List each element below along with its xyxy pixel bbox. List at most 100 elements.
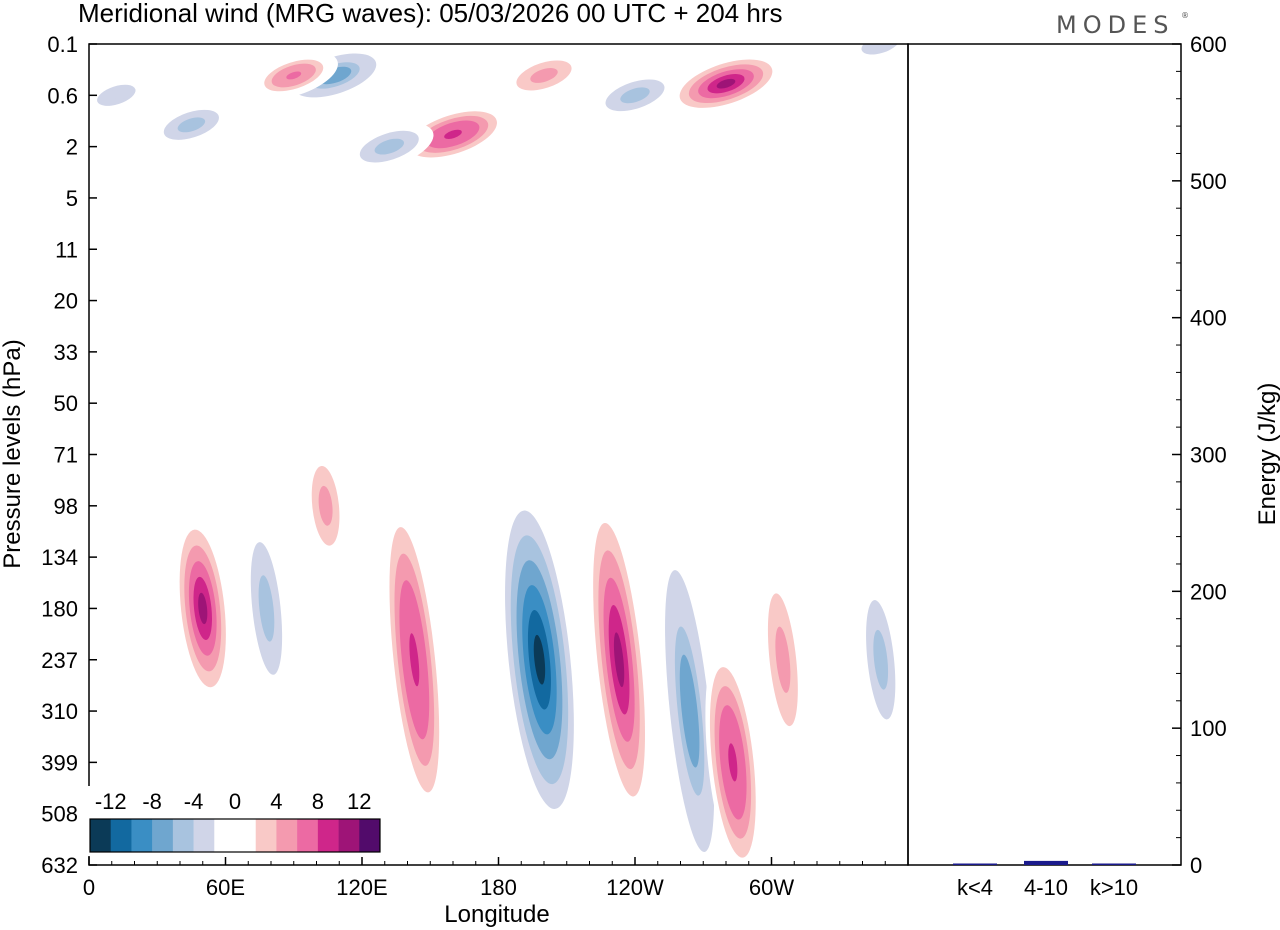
y-tick-label: 5	[66, 186, 78, 211]
contour-band	[877, 644, 885, 675]
contour-cell	[502, 53, 586, 98]
energy-tick-label: 500	[1190, 169, 1227, 194]
contour-band	[779, 643, 787, 677]
colorbar-swatch	[359, 819, 381, 852]
energy-category-label: k<4	[957, 875, 993, 900]
contour-band	[728, 743, 738, 782]
y-tick-label: 399	[41, 750, 78, 775]
x-tick-label: 120W	[606, 875, 664, 900]
y-tick-label: 71	[54, 443, 78, 468]
colorbar-swatch	[297, 819, 319, 852]
contour-cell	[670, 54, 782, 113]
energy-category-label: k>10	[1090, 875, 1138, 900]
contour-cell	[249, 51, 338, 100]
y-tick-label: 2	[66, 135, 78, 160]
colorbar-label: 0	[229, 789, 241, 814]
energy-frame	[907, 43, 1182, 866]
contour-band	[867, 44, 894, 52]
x-tick-label: 60E	[206, 875, 245, 900]
contour-band	[286, 71, 302, 80]
contour-band	[444, 129, 462, 139]
energy-bar	[1092, 863, 1136, 865]
x-axis: 0 60E 120E 180 120W 60W	[83, 857, 886, 900]
energy-axis: 0 100 200 300 400 500 600	[1172, 32, 1227, 878]
colorbar-swatch	[235, 819, 257, 852]
x-tick-label: 60W	[749, 875, 794, 900]
colorbar-swatch	[172, 819, 194, 852]
colorbar-swatch	[276, 819, 298, 852]
contour-cell	[400, 106, 506, 163]
colorbar-swatch	[255, 819, 277, 852]
contour-cell	[242, 508, 290, 708]
contour-cell	[590, 71, 680, 120]
colorbar: -12 -8 -4 0 4 8 12	[86, 786, 384, 856]
contour-cell	[345, 122, 434, 171]
contour-cell	[842, 44, 908, 66]
colorbar-swatch	[317, 819, 339, 852]
contour-band	[716, 78, 736, 89]
energy-tick-label: 100	[1190, 716, 1227, 741]
y-tick-label: 508	[41, 802, 78, 827]
contour-cell	[150, 102, 233, 148]
contour-cell	[660, 541, 720, 865]
contour-band	[198, 592, 208, 625]
energy-bar	[1024, 860, 1068, 865]
contour-cell	[760, 560, 806, 760]
contour-band	[381, 142, 397, 151]
contour-band	[842, 44, 908, 66]
y-tick-label: 0.6	[47, 83, 78, 108]
colorbar-swatch	[131, 819, 153, 852]
energy-tick-label: 600	[1190, 32, 1227, 57]
colorbar-label: -8	[142, 789, 162, 814]
energy-tick-label: 400	[1190, 306, 1227, 331]
y-tick-label: 11	[55, 237, 78, 262]
contour-band	[684, 682, 695, 740]
contour-cell	[858, 570, 903, 750]
contour-band	[409, 633, 420, 687]
y-tick-label: 50	[54, 391, 78, 416]
colorbar-swatch	[338, 819, 360, 852]
energy-bars: k<4 4-10 k>10	[953, 860, 1138, 900]
colorbar-swatch	[193, 819, 215, 852]
energy-tick-label: 300	[1190, 443, 1227, 468]
colorbar-swatch	[152, 819, 174, 852]
y-tick-label: 98	[54, 494, 78, 519]
energy-axis-label: Energy (J/kg)	[1254, 383, 1280, 526]
contour-cell	[505, 510, 574, 809]
energy-bar	[953, 863, 997, 865]
y-tick-label: 237	[41, 648, 78, 673]
modes-logo: MODES ®	[1056, 11, 1189, 39]
logo-text: MODES	[1056, 11, 1174, 39]
contour-cell	[384, 500, 445, 819]
contour-field	[89, 44, 908, 865]
contour-band	[613, 632, 625, 688]
contour-cell	[175, 513, 231, 703]
colorbar-label: 12	[347, 789, 371, 814]
contour-band	[537, 71, 551, 80]
contour-band	[262, 591, 271, 626]
energy-tick-label: 200	[1190, 579, 1227, 604]
y-tick-label: 33	[54, 340, 78, 365]
colorbar-swatch	[214, 819, 236, 852]
x-tick-label: 120E	[336, 875, 387, 900]
y-tick-label: 310	[41, 699, 78, 724]
colorbar-label: -4	[184, 789, 204, 814]
contour-cell	[705, 647, 761, 865]
contour-band	[322, 495, 330, 516]
x-tick-label: 180	[480, 875, 517, 900]
contour-band	[533, 634, 546, 685]
y-axis: 0.1 0.6 2 5 11 20 33 50 71 98 134 180 237 310 399 508 63…	[41, 32, 97, 878]
colorbar-label: 4	[270, 789, 282, 814]
colorbar-label: 8	[312, 789, 324, 814]
chart-title: Meridional wind (MRG waves): 05/03/2026 …	[78, 0, 783, 28]
y-tick-label: 0.1	[47, 32, 78, 57]
contour-band	[627, 91, 643, 100]
y-tick-label: 180	[41, 596, 78, 621]
x-axis-label: Longitude	[444, 901, 549, 928]
contour-band	[109, 91, 123, 99]
contour-band	[184, 121, 199, 129]
colorbar-frame	[89, 818, 381, 853]
x-tick-label: 0	[83, 875, 95, 900]
contour-band	[874, 44, 888, 48]
